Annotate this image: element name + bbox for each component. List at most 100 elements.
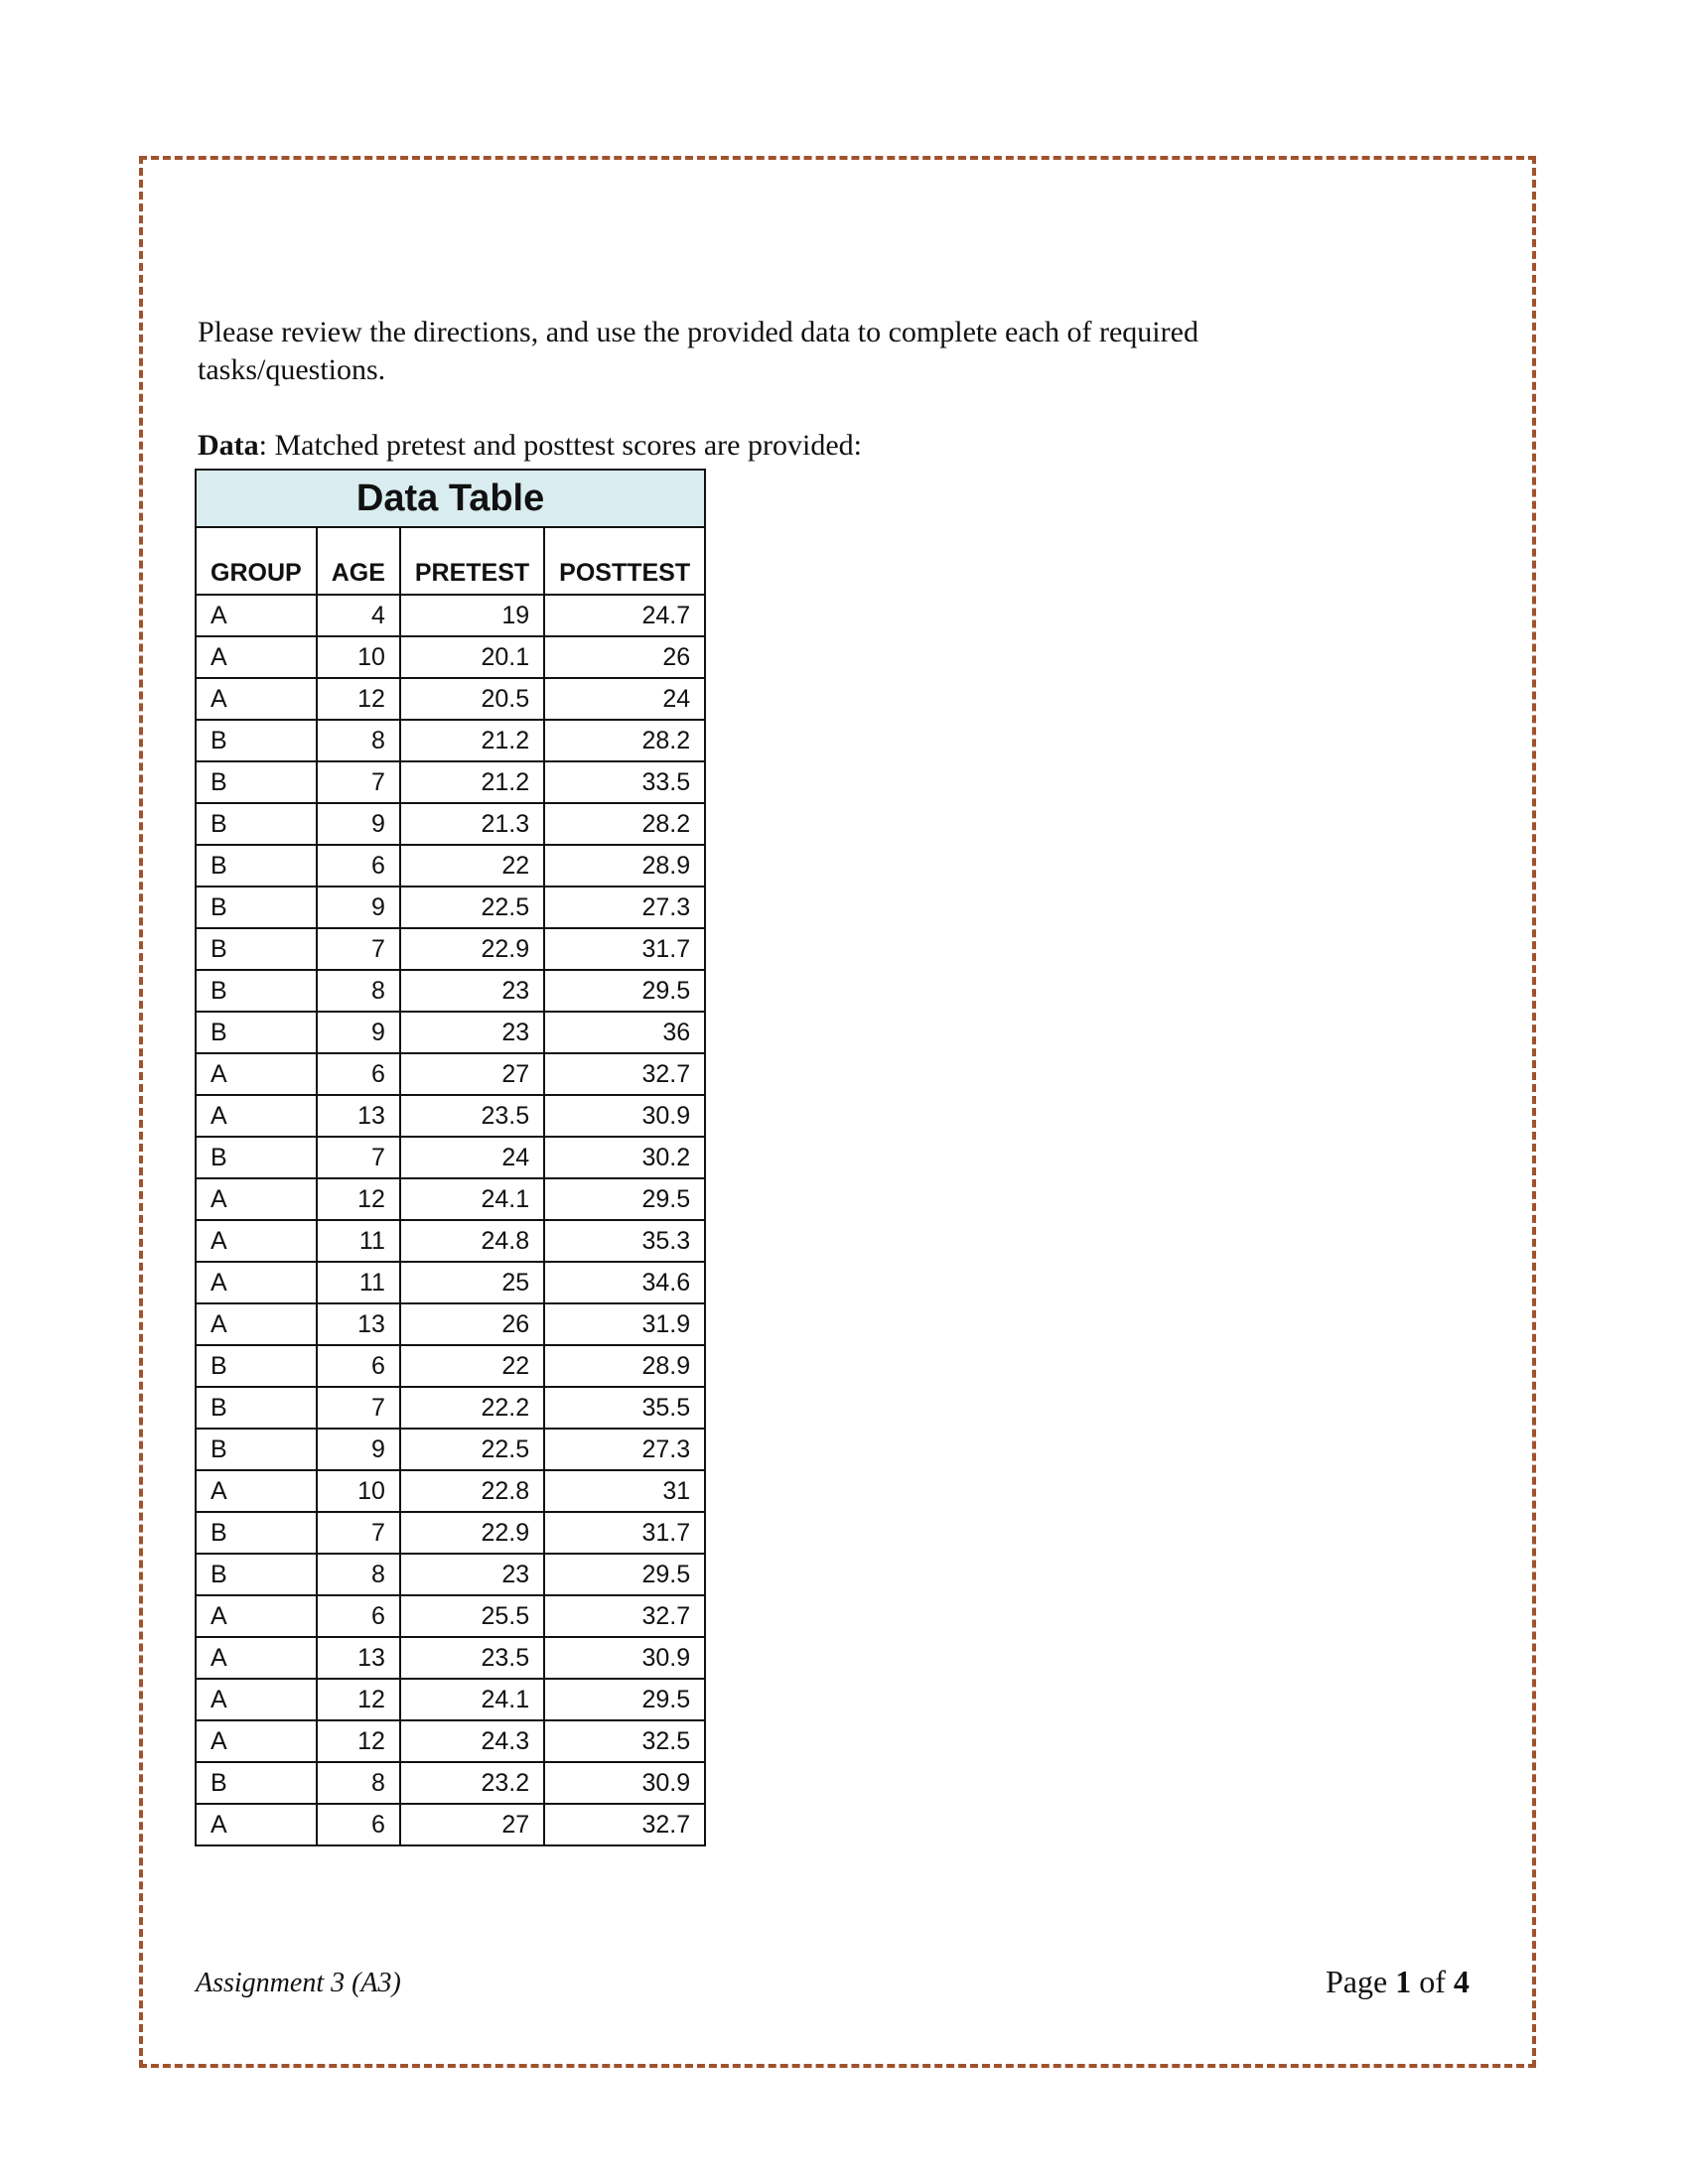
table-cell: B [195, 1386, 318, 1430]
table-cell: 6 [315, 1344, 401, 1388]
table-row: B 8 23.2 30.9 [195, 1761, 707, 1805]
table-cell: 11 [315, 1219, 401, 1263]
table-cell: 6 [315, 844, 401, 887]
table-row: B 9 23 36 [195, 1011, 707, 1054]
table-row: A 6 27 32.7 [195, 1803, 707, 1846]
table-cell: 28.2 [543, 719, 707, 762]
table-cell: 7 [315, 760, 401, 804]
table-cell: A [195, 1094, 318, 1138]
footer-assignment: Assignment 3 (A3) [196, 1968, 401, 1998]
table-cell: 8 [315, 969, 401, 1013]
table-cell: 7 [315, 1511, 401, 1555]
table-cell: 22 [398, 1344, 546, 1388]
table-cell: 8 [315, 719, 401, 762]
table-row: B 9 21.3 28.2 [195, 802, 707, 846]
table-cell: 9 [315, 1428, 401, 1471]
table-cell: 24 [543, 677, 707, 721]
table-cell: 35.5 [543, 1386, 707, 1430]
column-header: GROUP [195, 526, 318, 596]
data-table: Data Table GROUP AGE PRETEST POSTTEST A 4 19 2… [194, 469, 707, 1846]
table-row: B 7 24 30.2 [195, 1136, 707, 1179]
table-cell: A [195, 1219, 318, 1263]
table-cell: 22.2 [398, 1386, 546, 1430]
page-total: 4 [1453, 1964, 1470, 1999]
table-row: B 9 22.5 27.3 [195, 886, 707, 929]
table-cell: 11 [315, 1261, 401, 1304]
table-row: A 10 22.8 31 [195, 1469, 707, 1513]
table-cell: 7 [315, 1136, 401, 1179]
table-cell: 9 [315, 802, 401, 846]
table-cell: 30.9 [543, 1636, 707, 1680]
table-row: B 8 23 29.5 [195, 1553, 707, 1596]
table-cell: A [195, 1719, 318, 1763]
table-row: A 12 20.5 24 [195, 677, 707, 721]
table-cell: B [195, 1011, 318, 1054]
table-cell: A [195, 677, 318, 721]
data-label: Data: Matched pretest and posttest score… [198, 429, 862, 463]
table-row: B 7 22.9 31.7 [195, 1511, 707, 1555]
table-cell: 22.8 [398, 1469, 546, 1513]
table-cell: 7 [315, 927, 401, 971]
table-cell: 21.2 [398, 760, 546, 804]
table-cell: 27 [398, 1052, 546, 1096]
table-row: B 6 22 28.9 [195, 844, 707, 887]
intro-text: Please review the directions, and use th… [198, 316, 1198, 386]
table-cell: 28.2 [543, 802, 707, 846]
table-row: A 12 24.3 32.5 [195, 1719, 707, 1763]
table-row: B 8 21.2 28.2 [195, 719, 707, 762]
table-row: A 13 26 31.9 [195, 1302, 707, 1346]
table-cell: 23 [398, 1553, 546, 1596]
table-cell: 25 [398, 1261, 546, 1304]
table-cell: 8 [315, 1761, 401, 1805]
table-cell: 24.1 [398, 1177, 546, 1221]
table-row: B 7 22.9 31.7 [195, 927, 707, 971]
table-row: A 11 24.8 35.3 [195, 1219, 707, 1263]
table-cell: 24.1 [398, 1678, 546, 1721]
table-cell: A [195, 1302, 318, 1346]
table-cell: 12 [315, 1177, 401, 1221]
table-cell: 22.9 [398, 1511, 546, 1555]
table-cell: 34.6 [543, 1261, 707, 1304]
table-cell: B [195, 760, 318, 804]
table-cell: 26 [543, 635, 707, 679]
table-cell: 21.3 [398, 802, 546, 846]
table-cell: 35.3 [543, 1219, 707, 1263]
table-row: B 6 22 28.9 [195, 1344, 707, 1388]
table-cell: 31.9 [543, 1302, 707, 1346]
column-header: AGE [315, 526, 401, 596]
table-cell: A [195, 1803, 318, 1846]
table-row: A 12 24.1 29.5 [195, 1177, 707, 1221]
table-cell: 27 [398, 1803, 546, 1846]
data-label-rest: : Matched pretest and posttest scores ar… [258, 429, 862, 462]
table-cell: 31.7 [543, 1511, 707, 1555]
table-row: A 13 23.5 30.9 [195, 1094, 707, 1138]
table-cell: 6 [315, 1803, 401, 1846]
table-cell: 10 [315, 1469, 401, 1513]
table-cell: 31 [543, 1469, 707, 1513]
table-cell: A [195, 1177, 318, 1221]
table-cell: 24.3 [398, 1719, 546, 1763]
table-cell: 32.7 [543, 1803, 707, 1846]
table-cell: 26 [398, 1302, 546, 1346]
table-cell: 25.5 [398, 1594, 546, 1638]
table-cell: 23 [398, 1011, 546, 1054]
table-cell: 30.2 [543, 1136, 707, 1179]
table-cell: 13 [315, 1094, 401, 1138]
table-cell: 29.5 [543, 1678, 707, 1721]
table-cell: A [195, 1052, 318, 1096]
table-cell: 33.5 [543, 760, 707, 804]
page-border [139, 156, 1536, 2068]
table-cell: 29.5 [543, 969, 707, 1013]
page-number: Page 1 of 4 [1326, 1964, 1470, 2000]
table-cell: A [195, 1469, 318, 1513]
table-cell: A [195, 1678, 318, 1721]
table-cell: 30.9 [543, 1094, 707, 1138]
table-cell: 23.5 [398, 1094, 546, 1138]
table-cell: 13 [315, 1302, 401, 1346]
table-cell: 31.7 [543, 927, 707, 971]
table-cell: 9 [315, 886, 401, 929]
table-cell: B [195, 1136, 318, 1179]
table-cell: 23.5 [398, 1636, 546, 1680]
table-cell: B [195, 927, 318, 971]
table-cell: 8 [315, 1553, 401, 1596]
